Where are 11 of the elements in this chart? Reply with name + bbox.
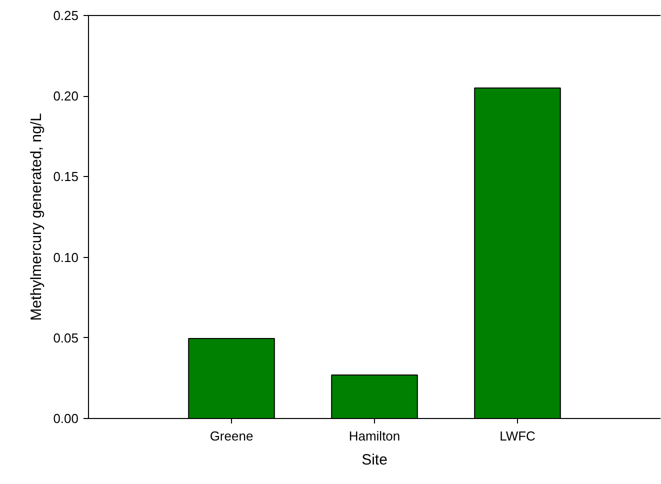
x-tick-label: Greene bbox=[210, 428, 254, 444]
x-tick-label: Hamilton bbox=[348, 428, 400, 444]
y-tick-label: 0.15 bbox=[53, 169, 79, 184]
y-axis-title: Methylmercury generated, ng/L bbox=[28, 113, 46, 321]
y-tick-label: 0.10 bbox=[53, 250, 79, 265]
x-tick-label: LWFC bbox=[500, 428, 536, 444]
y-tick-label: 0.00 bbox=[53, 411, 79, 426]
y-tick-label: 0.05 bbox=[53, 330, 79, 346]
y-tick-label: 0.20 bbox=[53, 88, 79, 104]
y-tick-label: 0.25 bbox=[53, 8, 79, 23]
x-axis-title: Site bbox=[362, 452, 388, 468]
